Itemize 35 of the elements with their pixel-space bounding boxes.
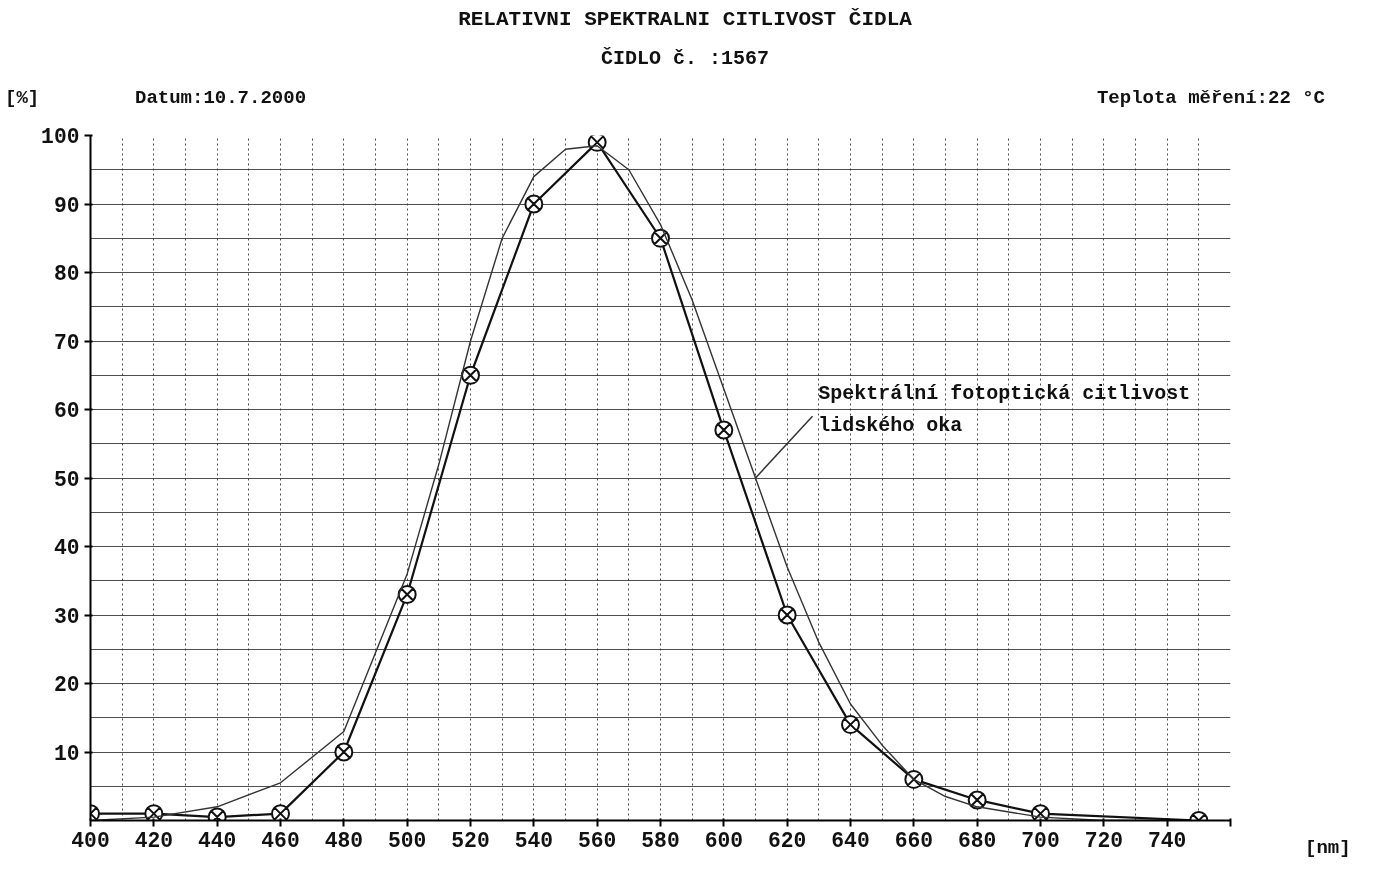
x-tick-label: 520: [451, 828, 490, 853]
x-tick-label: 400: [71, 828, 110, 853]
y-tick-label: 90: [53, 193, 80, 218]
x-tick-label: 560: [577, 828, 617, 853]
chart-subtitle: ČIDLO č. :1567: [600, 46, 770, 72]
y-tick-label: 100: [41, 125, 80, 149]
y-tick-label: 50: [53, 467, 80, 492]
x-tick-label: 600: [704, 828, 744, 853]
y-tick-label: 60: [53, 399, 80, 423]
y-tick-label: 20: [53, 673, 80, 697]
y-tick-label: 80: [53, 262, 80, 286]
x-tick-label: 420: [134, 828, 174, 853]
y-tick-label: 30: [53, 604, 80, 629]
x-axis-title: [nm]: [1305, 836, 1351, 861]
x-tick-label: 480: [324, 828, 364, 853]
x-tick-label: 440: [197, 828, 237, 853]
x-tick-label: 720: [1084, 828, 1124, 853]
text: Spektrální fotoptická citlivost lidského oka: [818, 381, 1191, 438]
chart-title: RELATIVNI SPEKTRALNI CITLIVOST ČIDLA: [458, 7, 912, 33]
x-tick-label: 580: [641, 828, 680, 853]
y-tick-label: 70: [53, 330, 80, 355]
x-tick-label: 700: [1021, 828, 1060, 853]
x-tick-label: 460: [261, 828, 300, 853]
y-tick-label: 10: [53, 741, 80, 766]
text: Teplota měření:22 °C: [1096, 86, 1325, 111]
y-axis-title: [%]: [5, 86, 40, 111]
x-tick-label: 500: [387, 828, 427, 853]
text: Datum:10.7.2000: [135, 86, 307, 111]
x-tick-label: 680: [957, 828, 997, 853]
x-tick-label: 660: [894, 828, 934, 853]
x-tick-label: 620: [767, 828, 807, 853]
x-tick-label: 540: [514, 828, 554, 853]
x-tick-label: 640: [831, 828, 870, 853]
y-tick-label: 40: [53, 536, 80, 560]
x-tick-label: 740: [1147, 828, 1187, 853]
